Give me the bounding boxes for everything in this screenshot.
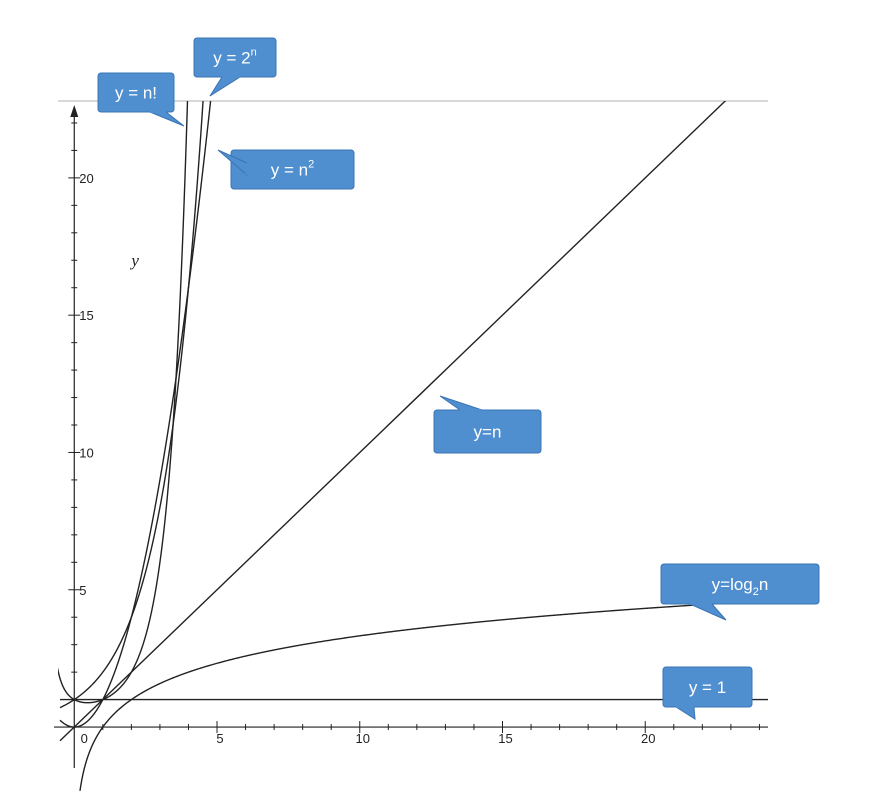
curves-layer bbox=[58, 101, 768, 791]
x-tick-label: 20 bbox=[641, 731, 655, 746]
y-tick-label: 20 bbox=[79, 171, 93, 186]
y-axis-label: y bbox=[129, 251, 139, 270]
y-tick-label: 15 bbox=[79, 308, 93, 323]
callout-label: y = 1 bbox=[689, 678, 726, 697]
callouts-layer: y = n! y = 2n y = n2 y=n y=log2n y = 1 bbox=[97, 37, 820, 720]
callout-pointer bbox=[689, 603, 727, 621]
y-tick-label: 10 bbox=[79, 445, 93, 460]
series-line-0 bbox=[58, 101, 189, 704]
callout-log: y=log2n bbox=[660, 563, 820, 621]
x-tick-label: 10 bbox=[356, 731, 370, 746]
series-line-2 bbox=[59, 101, 212, 728]
callout-box bbox=[660, 563, 820, 605]
x-tick-label: 5 bbox=[216, 731, 223, 746]
y-tick-label: 5 bbox=[79, 583, 86, 598]
axes-layer: 5 10 15 20 5 10 15 20 0 y bbox=[54, 105, 768, 768]
callout-pointer bbox=[439, 395, 483, 411]
callout-pointer bbox=[209, 76, 242, 97]
callout-label: y = n! bbox=[115, 84, 157, 103]
callout-pointer bbox=[149, 111, 185, 127]
y-axis-arrow bbox=[70, 105, 79, 117]
callout-label: y=n bbox=[474, 423, 502, 442]
x-tick-label: 15 bbox=[498, 731, 512, 746]
callout-box bbox=[662, 666, 753, 708]
callout-box bbox=[433, 409, 542, 454]
callout-label: y=log2n bbox=[712, 575, 769, 598]
callout-linear: y=n bbox=[433, 395, 542, 454]
series-line-3 bbox=[59, 101, 727, 742]
callout-const: y = 1 bbox=[662, 666, 753, 720]
series-line-4 bbox=[79, 599, 768, 791]
callout-box bbox=[97, 72, 175, 113]
callout-box bbox=[230, 149, 355, 190]
origin-label: 0 bbox=[81, 731, 88, 746]
callout-exp2: y = 2n bbox=[193, 37, 277, 97]
callout-label: y = 2n bbox=[213, 47, 256, 68]
callout-square: y = n2 bbox=[217, 149, 355, 190]
callout-factorial: y = n! bbox=[97, 72, 185, 127]
callout-label: y = n2 bbox=[271, 159, 314, 180]
callout-pointer bbox=[674, 706, 696, 720]
series-line-1 bbox=[59, 101, 204, 709]
